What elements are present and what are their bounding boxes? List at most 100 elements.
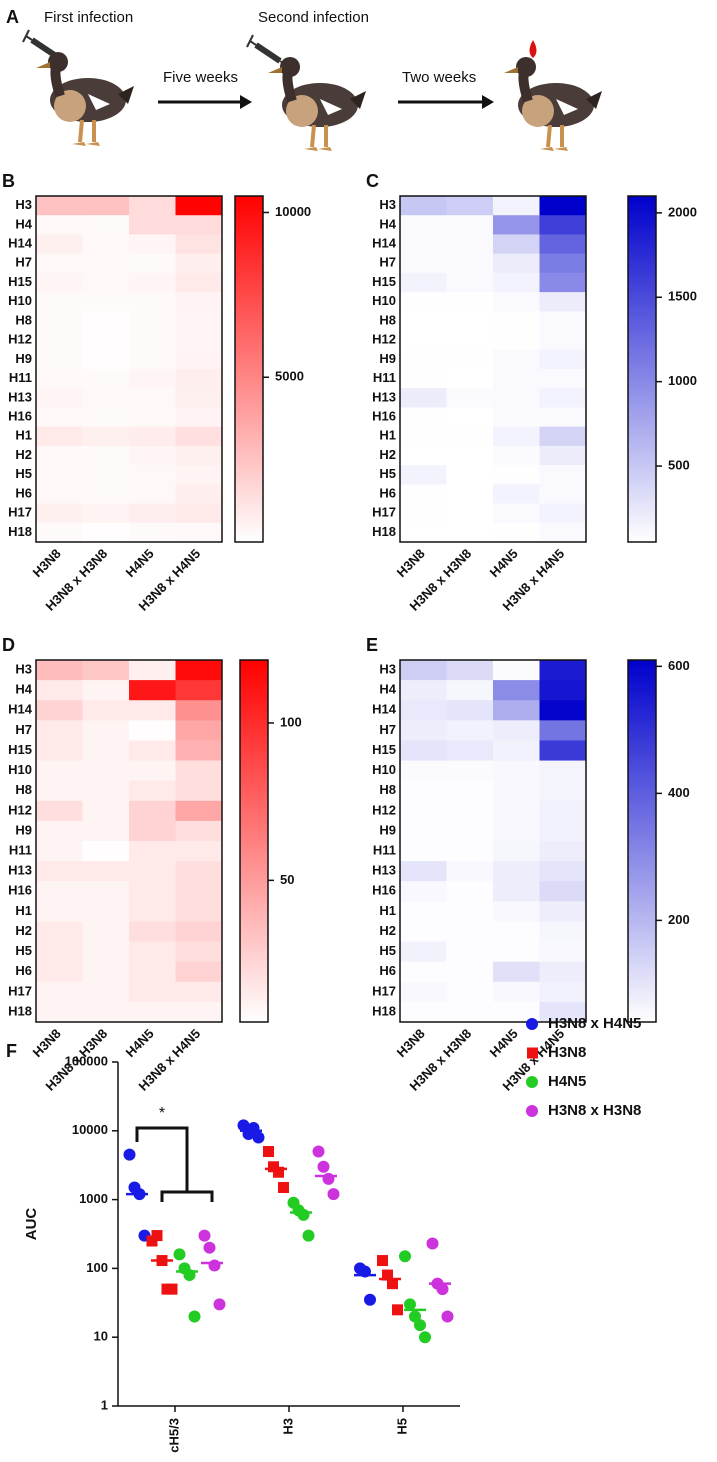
heatmap-cell xyxy=(129,700,176,721)
panel-label: B xyxy=(2,171,15,191)
heatmap-cell xyxy=(446,740,494,761)
heatmap-cell xyxy=(36,484,83,504)
legend-label: H3N8 xyxy=(548,1044,586,1061)
heatmap-cell xyxy=(82,861,130,882)
y-tick-label: 100000 xyxy=(65,1053,108,1068)
heatmap-cell xyxy=(400,522,447,543)
heatmap-cell xyxy=(129,253,176,274)
heatmap-cell xyxy=(400,861,447,882)
heatmap-cell xyxy=(36,901,83,922)
duck-icon xyxy=(268,57,366,151)
heatmap-cell xyxy=(82,349,130,370)
heatmap-cell xyxy=(82,700,130,721)
heatmap-cell xyxy=(129,720,176,741)
heatmap-frame xyxy=(399,659,587,1023)
heatmap-cell xyxy=(493,349,540,370)
heatmap-cell xyxy=(539,465,587,485)
heatmap-cell xyxy=(539,861,587,882)
heatmap-cell xyxy=(82,484,130,504)
heatmap-cell xyxy=(36,445,83,466)
row-label: H16 xyxy=(372,883,396,898)
row-label: H17 xyxy=(372,505,396,520)
heatmap-cell xyxy=(446,311,494,331)
heatmap-cell xyxy=(539,921,587,942)
heatmap-cell xyxy=(175,981,223,1003)
heatmap-cell xyxy=(36,196,83,216)
row-label: H12 xyxy=(372,802,396,817)
heatmap-cell xyxy=(446,196,494,216)
data-point xyxy=(252,1131,265,1144)
data-point xyxy=(278,1181,289,1193)
heatmap-cell xyxy=(36,861,83,882)
row-label: H18 xyxy=(8,1003,32,1018)
y-tick-label: 1000 xyxy=(79,1191,108,1206)
heatmap-cell xyxy=(129,292,176,312)
data-point xyxy=(203,1241,216,1254)
heatmap-frame xyxy=(35,659,223,1023)
heatmap-cell xyxy=(175,961,223,983)
heatmap-cell xyxy=(446,215,494,235)
heatmap-cell xyxy=(493,369,540,389)
heatmap-cell xyxy=(82,503,130,524)
heatmap-cell xyxy=(493,941,540,963)
y-tick-label: 10 xyxy=(94,1329,108,1344)
heatmap-cell xyxy=(175,407,223,428)
significance-bracket xyxy=(135,1126,214,1202)
colorbar-tick-label: 5000 xyxy=(275,369,304,384)
colorbar-tick-label: 2000 xyxy=(668,204,697,219)
heatmap-cell xyxy=(539,330,587,351)
heatmap-cell xyxy=(539,881,587,902)
row-label: H6 xyxy=(15,963,32,978)
data-point xyxy=(364,1293,376,1306)
panel-label: C xyxy=(366,171,379,191)
heatmap-cell xyxy=(400,921,447,942)
heatmap-cell xyxy=(82,388,130,408)
arrow-label: Two weeks xyxy=(402,69,476,86)
heatmap-cell xyxy=(36,292,83,312)
heatmap-cell xyxy=(539,484,587,504)
heatmap-cell xyxy=(129,234,176,255)
row-label: H14 xyxy=(372,702,397,717)
heatmap-cell xyxy=(446,720,494,741)
heatmap-cell xyxy=(400,981,447,1003)
heatmap-cell xyxy=(446,961,494,983)
data-point xyxy=(414,1319,426,1332)
heatmap-cell xyxy=(82,720,130,741)
row-label: H14 xyxy=(8,702,33,717)
heatmap-cell xyxy=(36,881,83,902)
heatmap-cell xyxy=(539,981,587,1003)
heatmap-cell xyxy=(493,522,540,543)
heatmap-cell xyxy=(539,961,587,983)
heatmap-cell xyxy=(446,660,494,681)
heatmap-cell xyxy=(175,196,223,216)
heatmap-cell xyxy=(400,253,447,274)
heatmap-cell xyxy=(82,330,130,351)
heatmap-cell xyxy=(400,1001,447,1023)
data-point xyxy=(436,1283,449,1296)
legend-marker xyxy=(526,1018,538,1030)
heatmap-cell xyxy=(175,820,223,842)
heatmap-cell xyxy=(36,780,83,802)
panel-label: E xyxy=(366,635,378,655)
heatmap-cell xyxy=(539,760,587,782)
heatmap-cell xyxy=(493,700,540,721)
legend-marker xyxy=(526,1076,538,1088)
heatmap-cell xyxy=(175,760,223,782)
heatmap-cell xyxy=(446,981,494,1003)
row-label: H12 xyxy=(372,332,396,347)
row-label: H4 xyxy=(15,216,32,231)
heatmap-cell xyxy=(129,388,176,408)
heatmap-cell xyxy=(36,407,83,428)
heatmap-cell xyxy=(400,388,447,408)
heatmap-cell xyxy=(175,660,223,681)
data-point xyxy=(188,1310,201,1323)
row-label: H12 xyxy=(8,802,32,817)
heatmap-cell xyxy=(36,740,83,761)
heatmap-cell xyxy=(36,820,83,842)
colorbar-tick-label: 500 xyxy=(668,457,690,472)
heatmap-cell xyxy=(82,369,130,389)
heatmap-cell xyxy=(493,330,540,351)
row-label: H15 xyxy=(372,742,396,757)
heatmap-cell xyxy=(129,740,176,761)
